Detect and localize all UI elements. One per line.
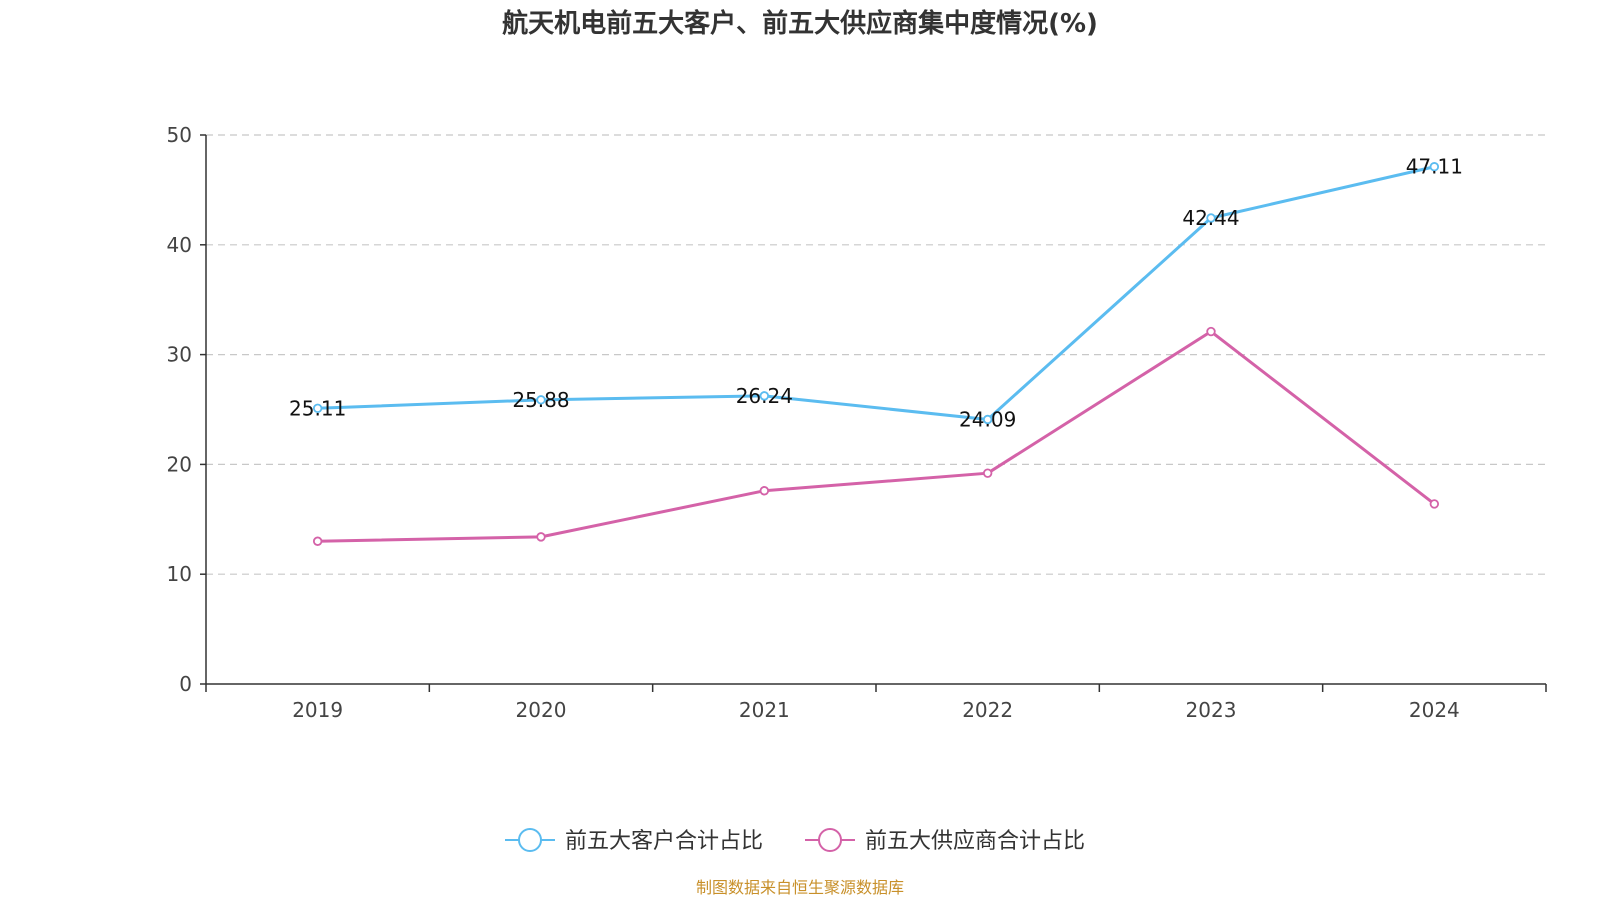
legend-item-1[interactable]: 前五大供应商合计占比 [805, 828, 1085, 854]
data-label: 24.09 [959, 407, 1016, 431]
data-label: 42.44 [1182, 206, 1239, 230]
x-tick-label: 2019 [292, 698, 343, 722]
x-tick-label: 2021 [739, 698, 790, 722]
data-label: 47.11 [1406, 155, 1463, 179]
y-tick-label: 0 [179, 672, 192, 696]
x-tick-label: 2022 [962, 698, 1013, 722]
y-tick-label: 30 [167, 343, 192, 367]
data-point [312, 536, 323, 546]
legend-label: 前五大客户合计占比 [565, 829, 763, 854]
data-point [982, 414, 993, 425]
data-point [759, 391, 770, 401]
data-point [1206, 326, 1216, 337]
y-tick-label: 10 [167, 562, 192, 586]
series-line [317, 330, 1436, 543]
data-labels: 25.11 25.88 26.24 24.09 42.44 47.11 [289, 155, 1463, 432]
y-tick-label: 20 [167, 452, 192, 476]
data-label: 25.11 [289, 396, 346, 420]
series-0 [312, 162, 1440, 425]
series-layer [312, 162, 1440, 546]
axes: 0 10 20 30 40 50 2019 2020 2021 2022 2023 2024 [167, 123, 1547, 722]
legend-item-0[interactable]: 前五大客户合计占比 [505, 828, 763, 854]
y-tick-label: 50 [167, 123, 192, 147]
chart-title: 航天机电前五大客户、前五大供应商集中度情况(%) [502, 8, 1098, 39]
data-point [536, 395, 546, 405]
series-1 [312, 326, 1440, 546]
data-label: 26.24 [736, 384, 793, 408]
x-tick-label: 2024 [1409, 698, 1460, 722]
source-note: 制图数据来自恒生聚源数据库 [696, 878, 904, 897]
data-point [312, 403, 323, 413]
legend-marker [518, 828, 542, 852]
y-tick-label: 40 [167, 233, 192, 257]
series-line [317, 165, 1435, 421]
data-point [759, 486, 770, 496]
data-point [536, 532, 546, 542]
x-tick-label: 2023 [1186, 698, 1237, 722]
x-tick-label: 2020 [516, 698, 567, 722]
legend[interactable]: 前五大客户合计占比 前五大供应商合计占比 [505, 828, 1085, 854]
grid-lines [206, 134, 1546, 575]
data-label: 25.88 [512, 388, 569, 412]
data-point [1206, 213, 1216, 223]
data-point [1429, 162, 1440, 172]
data-point [982, 468, 993, 478]
legend-marker [818, 828, 842, 852]
legend-label: 前五大供应商合计占比 [865, 829, 1085, 854]
data-point [1429, 499, 1440, 509]
